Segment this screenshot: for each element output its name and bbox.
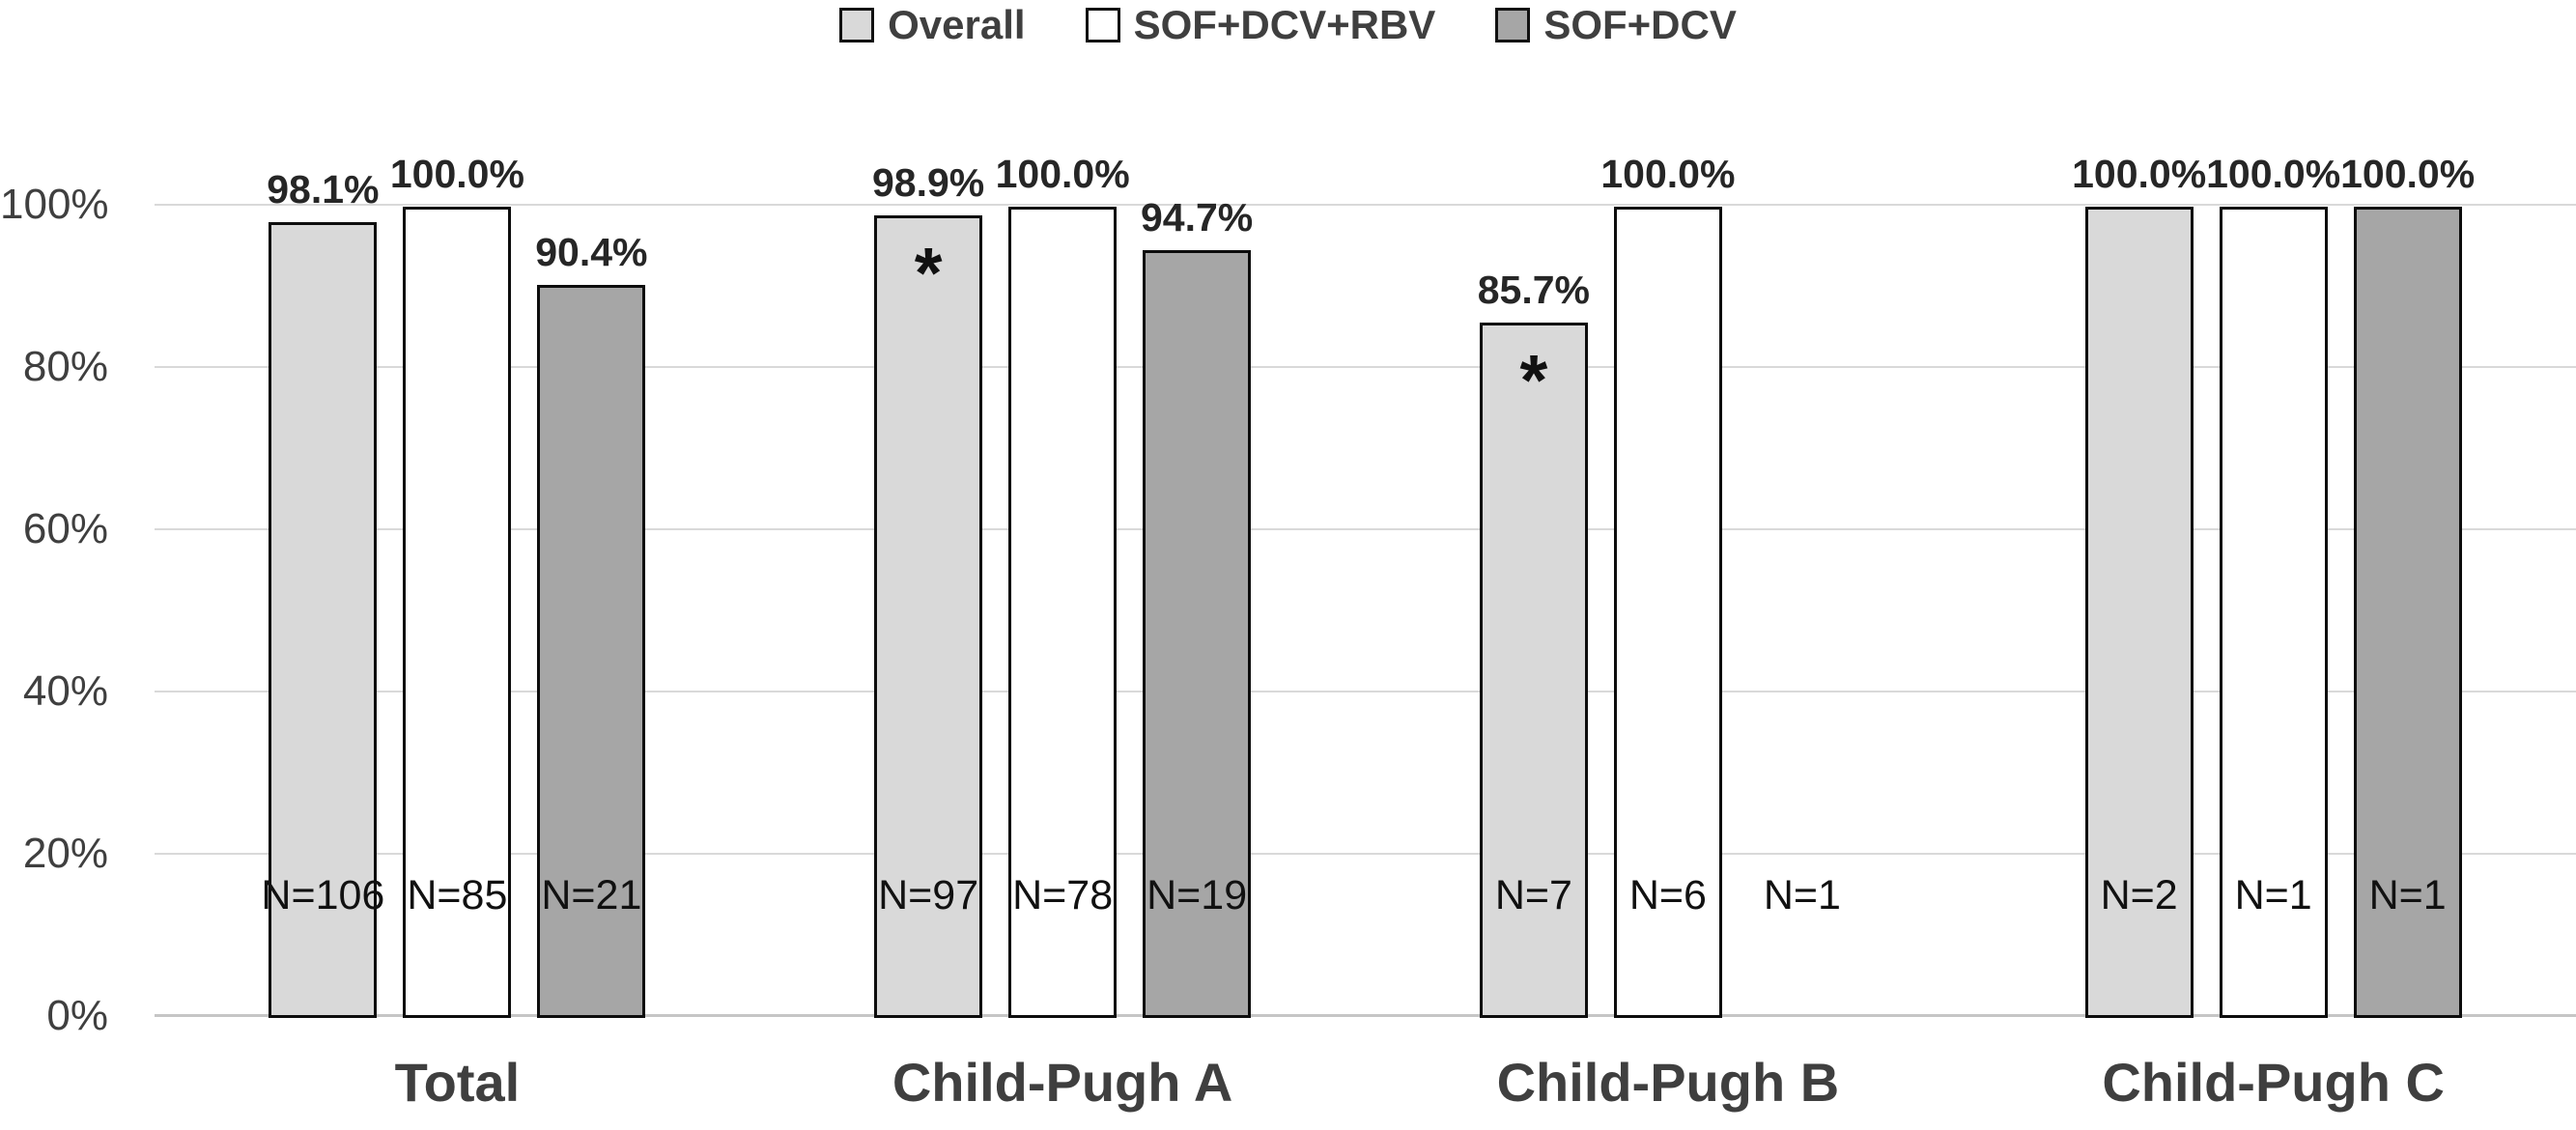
bar-slot-overall-child-pugh-c: 100.0% N=2 — [2072, 152, 2206, 1018]
bar-slot-overall-child-pugh-a: * 98.9% N=97 — [872, 160, 984, 1018]
gridline-60 — [155, 528, 2576, 530]
n-label-sof-dcv-rbv-child-pugh-b: N=6 — [1628, 872, 1707, 918]
bar-slot-sof-dcv-rbv-child-pugh-b: 100.0% N=6 — [1600, 152, 1735, 1018]
legend-label-sof-dcv-rbv: SOF+DCV+RBV — [1133, 2, 1436, 47]
n-label-overall-child-pugh-a: N=97 — [878, 872, 979, 918]
gridline-100 — [155, 204, 2576, 206]
bar-overall-child-pugh-b: * — [1479, 323, 1588, 1018]
gridline-40 — [155, 691, 2576, 692]
x-axis-label-total: Total — [394, 1052, 521, 1113]
bar-sof-dcv-rbv-total — [403, 207, 512, 1018]
legend-label-overall: Overall — [888, 2, 1026, 47]
bar-sof-dcv-total — [537, 284, 646, 1018]
value-label-sof-dcv-child-pugh-a: 94.7% — [1140, 194, 1254, 240]
n-label-sof-dcv-child-pugh-a: N=19 — [1146, 872, 1248, 918]
legend-swatch-sof-dcv-rbv — [1085, 8, 1120, 42]
bar-overall-child-pugh-a: * — [874, 215, 983, 1018]
x-axis-label-child-pugh-c: Child-Pugh C — [2102, 1052, 2445, 1113]
legend-swatch-sof-dcv — [1495, 8, 1531, 42]
bar-sof-dcv-child-pugh-c — [2353, 207, 2462, 1018]
n-label-sof-dcv-rbv-total: N=85 — [407, 872, 508, 918]
x-axis-label-child-pugh-b: Child-Pugh B — [1496, 1052, 1840, 1113]
value-label-sof-dcv-rbv-child-pugh-b: 100.0% — [1600, 152, 1736, 196]
n-label-sof-dcv-child-pugh-b: N=1 — [1763, 872, 1841, 918]
value-label-overall-total: 98.1% — [267, 166, 380, 212]
bar-groups: 98.1% N=106 100.0% N=85 90.4% N=21 * 98.9% N=97 1… — [155, 152, 2576, 1018]
bar-group-child-pugh-b: * 85.7% N=7 100.0% N=6 N=1 — [1366, 152, 1971, 1018]
chart-legend: Overall SOF+DCV+RBV SOF+DCV — [0, 0, 2576, 50]
value-label-sof-dcv-rbv-child-pugh-a: 100.0% — [995, 152, 1130, 196]
legend-item-overall: Overall — [839, 2, 1026, 48]
legend-swatch-overall — [839, 8, 875, 42]
asterisk-marker-child-pugh-b: * — [1519, 340, 1548, 421]
value-label-overall-child-pugh-a: 98.9% — [871, 160, 985, 206]
n-label-overall-total: N=106 — [261, 872, 385, 918]
gridline-20 — [155, 853, 2576, 855]
bar-sof-dcv-rbv-child-pugh-a — [1008, 207, 1118, 1018]
n-label-overall-child-pugh-c: N=2 — [2100, 872, 2178, 918]
bar-slot-sof-dcv-rbv-child-pugh-a: 100.0% N=78 — [996, 152, 1130, 1018]
value-label-sof-dcv-rbv-child-pugh-c: 100.0% — [2206, 152, 2341, 196]
y-tick-label-0: 0% — [46, 992, 108, 1039]
value-label-overall-child-pugh-c: 100.0% — [2072, 152, 2207, 196]
bar-slot-overall-child-pugh-b: * 85.7% N=7 — [1477, 205, 1591, 1018]
n-label-overall-child-pugh-b: N=7 — [1494, 872, 1572, 918]
bar-group-child-pugh-a: * 98.9% N=97 100.0% N=78 94.7% N=19 — [760, 152, 1366, 1018]
value-label-sof-dcv-rbv-total: 100.0% — [389, 152, 524, 196]
bar-slot-sof-dcv-rbv-total: 100.0% N=85 — [390, 152, 524, 1018]
value-label-sof-dcv-total: 90.4% — [535, 229, 648, 274]
n-label-sof-dcv-child-pugh-c: N=1 — [2368, 872, 2447, 918]
bar-slot-sof-dcv-child-pugh-b: N=1 — [1748, 205, 1856, 1016]
y-tick-label-20: 20% — [22, 830, 108, 877]
legend-item-sof-dcv-rbv: SOF+DCV+RBV — [1085, 2, 1436, 48]
bar-slot-overall-total: 98.1% N=106 — [261, 167, 384, 1018]
bar-overall-total — [269, 221, 378, 1018]
gridline-80 — [155, 366, 2576, 368]
legend-item-sof-dcv: SOF+DCV — [1495, 2, 1737, 48]
bar-group-child-pugh-c: 100.0% N=2 100.0% N=1 100.0% N=1 — [1970, 152, 2576, 1018]
bar-group-total: 98.1% N=106 100.0% N=85 90.4% N=21 — [155, 152, 760, 1018]
n-label-sof-dcv-total: N=21 — [541, 872, 642, 918]
value-label-overall-child-pugh-b: 85.7% — [1477, 268, 1591, 313]
y-tick-label-100: 100% — [0, 181, 109, 228]
bar-slot-sof-dcv-child-pugh-a: 94.7% N=19 — [1141, 195, 1253, 1018]
y-tick-label-40: 40% — [22, 667, 108, 715]
bar-slot-sof-dcv-child-pugh-c: 100.0% N=1 — [2340, 152, 2475, 1018]
n-label-sof-dcv-rbv-child-pugh-c: N=1 — [2234, 872, 2312, 918]
y-tick-label-80: 80% — [22, 343, 108, 390]
bar-sof-dcv-rbv-child-pugh-b — [1613, 207, 1722, 1018]
bar-slot-sof-dcv-rbv-child-pugh-c: 100.0% N=1 — [2206, 152, 2340, 1018]
legend-label-sof-dcv: SOF+DCV — [1543, 2, 1737, 47]
x-axis-line — [155, 1014, 2576, 1017]
value-label-sof-dcv-child-pugh-c: 100.0% — [2340, 152, 2476, 196]
bar-sof-dcv-rbv-child-pugh-c — [2219, 207, 2328, 1018]
bar-sof-dcv-child-pugh-a — [1143, 249, 1252, 1018]
x-axis-label-child-pugh-a: Child-Pugh A — [892, 1052, 1233, 1113]
bar-overall-child-pugh-c — [2084, 207, 2194, 1018]
asterisk-marker-child-pugh-a: * — [914, 233, 943, 314]
plot-area: 98.1% N=106 100.0% N=85 90.4% N=21 * 98.9% N=97 1… — [155, 152, 2576, 1018]
y-tick-label-60: 60% — [22, 505, 108, 552]
n-label-sof-dcv-rbv-child-pugh-a: N=78 — [1012, 872, 1114, 918]
x-axis: Total Child-Pugh A Child-Pugh B Child-Pugh … — [155, 1051, 2576, 1114]
bar-slot-sof-dcv-total: 90.4% N=21 — [535, 205, 648, 1018]
